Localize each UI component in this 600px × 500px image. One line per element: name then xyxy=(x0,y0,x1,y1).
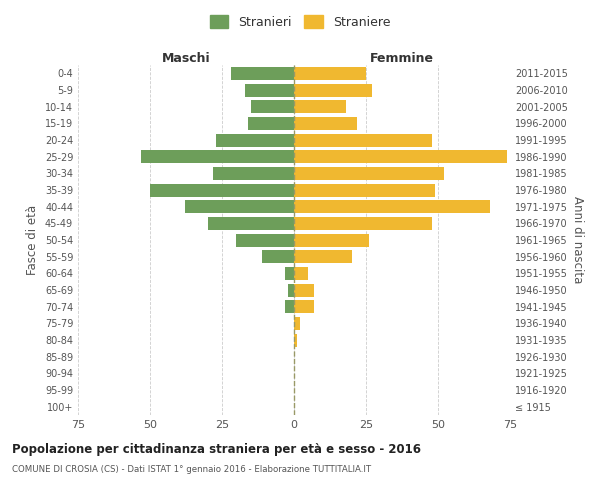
Bar xyxy=(294,150,507,163)
Bar xyxy=(294,84,372,96)
Bar xyxy=(294,167,444,180)
Bar xyxy=(294,134,432,146)
Bar xyxy=(294,284,314,296)
Bar xyxy=(214,167,294,180)
Bar xyxy=(294,317,300,330)
Bar xyxy=(230,67,294,80)
Bar xyxy=(294,217,432,230)
Text: COMUNE DI CROSIA (CS) - Dati ISTAT 1° gennaio 2016 - Elaborazione TUTTITALIA.IT: COMUNE DI CROSIA (CS) - Dati ISTAT 1° ge… xyxy=(12,466,371,474)
Bar xyxy=(185,200,294,213)
Bar xyxy=(248,117,294,130)
Bar xyxy=(262,250,294,263)
Bar xyxy=(245,84,294,96)
Bar xyxy=(286,300,294,313)
Legend: Stranieri, Straniere: Stranieri, Straniere xyxy=(206,11,394,32)
Bar xyxy=(294,234,369,246)
Bar xyxy=(294,117,358,130)
Text: Femmine: Femmine xyxy=(370,52,434,65)
Bar xyxy=(294,67,366,80)
Bar xyxy=(294,100,346,113)
Bar xyxy=(294,267,308,280)
Bar xyxy=(142,150,294,163)
Bar xyxy=(236,234,294,246)
Bar xyxy=(294,184,435,196)
Bar xyxy=(150,184,294,196)
Y-axis label: Anni di nascita: Anni di nascita xyxy=(571,196,584,284)
Text: Popolazione per cittadinanza straniera per età e sesso - 2016: Popolazione per cittadinanza straniera p… xyxy=(12,442,421,456)
Bar xyxy=(294,250,352,263)
Bar xyxy=(294,300,314,313)
Bar xyxy=(294,200,490,213)
Bar xyxy=(286,267,294,280)
Text: Maschi: Maschi xyxy=(161,52,211,65)
Bar xyxy=(288,284,294,296)
Bar xyxy=(216,134,294,146)
Bar xyxy=(294,334,297,346)
Y-axis label: Fasce di età: Fasce di età xyxy=(26,205,39,275)
Bar xyxy=(251,100,294,113)
Bar xyxy=(208,217,294,230)
